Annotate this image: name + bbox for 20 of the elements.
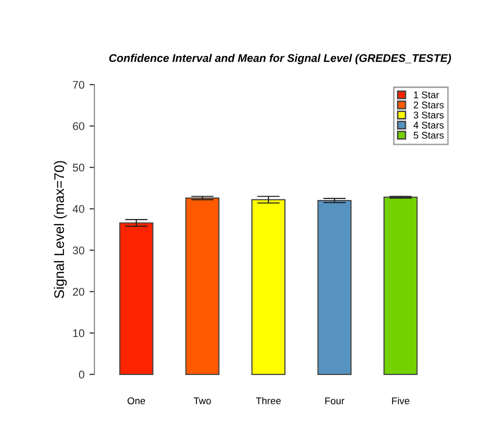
legend-label: 4 Stars (413, 122, 444, 129)
y-tick-label: 50 (72, 164, 84, 172)
legend-label: 3 Stars (414, 112, 444, 119)
y-tick-label: 70 (72, 80, 84, 89)
x-tick-label: One (128, 397, 146, 404)
y-axis-title: Signal Level (max=70) (54, 161, 67, 298)
legend-label: 2 Stars (414, 102, 444, 108)
legend-label: 1 Star (414, 91, 440, 98)
y-tick-label: 20 (72, 288, 84, 296)
y-tick-label: 60 (72, 122, 84, 130)
chart-title: Confidence Interval and Mean for Signal Level (GREDES_TESTE) (109, 54, 452, 64)
y-tick-label: 0 (78, 370, 84, 379)
y-tick-label: 10 (73, 329, 84, 338)
legend-label: 5 Stars (414, 132, 444, 139)
x-tick-label: Three (256, 397, 281, 404)
x-tick-label: Four (325, 397, 344, 404)
y-tick-label: 40 (72, 205, 84, 213)
y-tick-label: 30 (72, 246, 84, 254)
x-tick-label: Five (392, 397, 410, 404)
x-tick-label: Two (194, 397, 211, 404)
